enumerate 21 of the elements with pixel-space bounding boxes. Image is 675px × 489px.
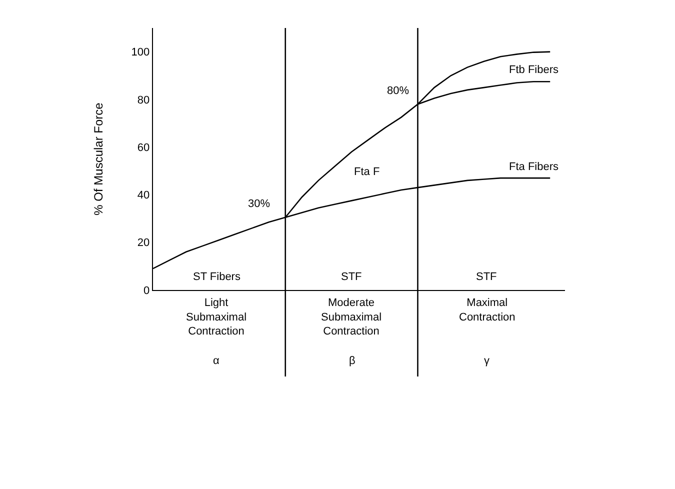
annotation: Fta Fibers (509, 161, 560, 173)
y-tick-label: 100 (131, 46, 150, 59)
y-tick-label: 80 (137, 94, 150, 106)
annotation: STF (341, 271, 362, 283)
annotation: 30% (248, 198, 270, 210)
text: β (349, 355, 356, 367)
y-tick-label: 20 (137, 237, 150, 250)
y-tick-label: 60 (137, 142, 150, 154)
y-tick-label: 0 (144, 284, 150, 297)
text: Light Submaximal Contraction (186, 297, 247, 338)
annotation: STF (476, 271, 498, 283)
y-tick-label: 40 (137, 190, 150, 202)
y-axis-title: % Of Muscular Force (92, 102, 106, 216)
text: Maximal Contraction (459, 297, 516, 324)
annotation: Ftb Fibers (509, 64, 560, 76)
text: γ (484, 355, 490, 367)
text: α (213, 355, 220, 367)
annotation: 80% (387, 85, 410, 97)
annotation: ST Fibers (193, 271, 241, 283)
text: Moderate Submaximal Contraction (321, 297, 382, 338)
annotation: Fta F (354, 166, 380, 178)
